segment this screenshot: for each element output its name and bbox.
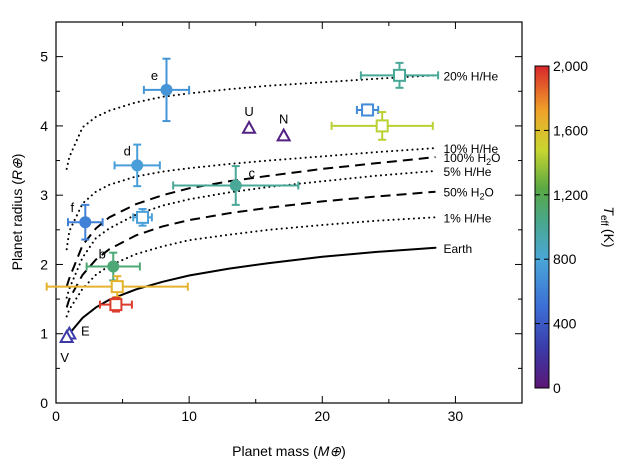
point-label: e [151, 68, 158, 83]
planet-point: d [113, 143, 161, 188]
y-axis: 0 1 2 3 4 5 [40, 49, 522, 411]
planet-point: U [241, 104, 257, 134]
planet-point [132, 208, 153, 227]
y-tick-label: 3 [40, 187, 48, 203]
circle-marker [229, 179, 242, 192]
colorbar-tick-label: 400 [553, 316, 577, 332]
planet-point: e [142, 57, 191, 123]
circle-marker [160, 83, 173, 96]
curve-label-suffix: O [485, 186, 494, 200]
triangle-marker [241, 119, 257, 134]
planet-point: N [275, 112, 292, 142]
circle-marker [107, 260, 120, 273]
colorbar-tick-label: 1,600 [553, 122, 588, 138]
curve-label: Earth [443, 242, 472, 256]
square-marker [136, 210, 150, 224]
colorbar-tick-label: 0 [553, 380, 561, 396]
colorbar-label-main: T [601, 206, 617, 216]
x-tick-label: 30 [448, 408, 464, 424]
y-axis-label: Planet radius (R⊕) [9, 154, 25, 271]
circle-marker [131, 159, 144, 172]
planet-point [355, 103, 380, 117]
curve-label: 20% H/He [443, 69, 498, 83]
colorbar-label-sub: eff [598, 215, 609, 226]
subscript: 2 [486, 157, 491, 167]
triangle-marker [58, 329, 75, 343]
curve-1-h-he [65, 216, 437, 318]
y-tick-label: 2 [40, 256, 48, 272]
square-marker [393, 68, 407, 82]
curve-earth [65, 246, 437, 339]
point-label: f [70, 200, 74, 215]
y-axis-label-unit: R⊕ [9, 158, 25, 180]
planet-point: c [172, 165, 300, 206]
square-marker [361, 103, 375, 117]
triangle-marker [275, 127, 292, 142]
subscript: 2 [479, 192, 484, 202]
colorbar-tick-label: 800 [553, 251, 577, 267]
point-label: V [60, 350, 69, 365]
planet-point [330, 111, 434, 141]
x-tick-label: 0 [52, 408, 60, 424]
square-marker [375, 119, 389, 133]
x-axis-label: Planet mass (M⊕) [232, 443, 346, 459]
point-label: U [244, 104, 253, 119]
colorbar-label: Teff (K) [598, 206, 617, 247]
curve-label: 50% H2O [443, 186, 493, 202]
y-tick-label: 1 [40, 326, 48, 342]
colorbar-tick-label: 1,200 [553, 187, 588, 203]
curve-label-suffix: O [491, 151, 500, 165]
point-label: N [279, 112, 288, 127]
point-label: E [81, 324, 90, 339]
curve-label: 10% H/He [443, 142, 498, 156]
planet-point [98, 296, 133, 313]
planet-point [45, 275, 189, 299]
circle-marker [79, 216, 92, 229]
x-axis: 0 10 20 30 [52, 22, 463, 424]
curve-5-h-he [65, 169, 437, 299]
point-label: c [248, 165, 255, 180]
x-tick-label: 10 [181, 408, 197, 424]
y-tick-label: 4 [40, 118, 48, 134]
planet-points: e U Nd c f b EV [45, 57, 440, 365]
colorbar-gradient [534, 65, 550, 389]
plot-frame [55, 21, 523, 404]
point-label: b [99, 247, 106, 262]
y-axis-label-text: Planet radius [9, 189, 25, 271]
point-label: d [124, 143, 131, 158]
x-axis-label-unit: M⊕ [318, 443, 342, 459]
planet-point: V [58, 329, 75, 365]
y-tick-label: 5 [40, 49, 48, 65]
square-marker [110, 280, 124, 294]
planet-point: f [66, 200, 104, 241]
y-tick-label: 0 [40, 395, 48, 411]
curve-label: 1% H/He [443, 211, 491, 225]
curve-label: 5% H/He [443, 165, 491, 179]
square-marker [109, 298, 123, 312]
colorbar-tick-label: 2,000 [553, 58, 588, 74]
planet-point [359, 61, 440, 89]
model-curves [65, 74, 437, 339]
colorbar: 0 400 800 1,200 1,600 2,000 [534, 58, 588, 396]
x-tick-label: 20 [314, 408, 330, 424]
curve-50-h-o [65, 190, 436, 308]
colorbar-label-unit: (K) [601, 229, 617, 248]
x-axis-label-text: Planet mass [232, 443, 309, 459]
